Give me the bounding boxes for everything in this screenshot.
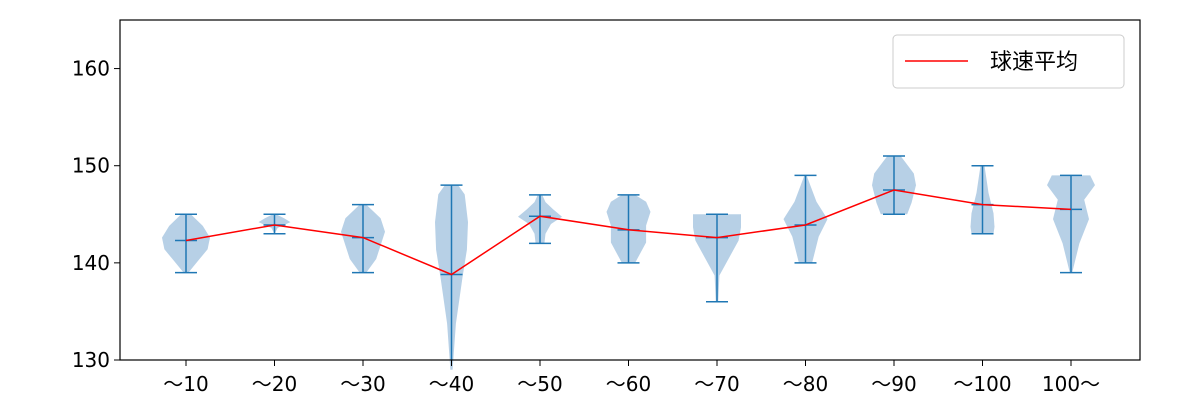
- y-tick-label: 150: [72, 154, 110, 178]
- x-tick-label: ～20: [252, 372, 297, 396]
- x-tick-label: ～50: [517, 372, 562, 396]
- x-axis: ～10 ～20 ～30 ～40 ～50 ～60 ～70 ～80 ～90 ～100 100～: [163, 360, 1100, 396]
- x-tick-label: ～70: [694, 372, 739, 396]
- x-tick-label: ～10: [163, 372, 208, 396]
- x-tick-label: ～60: [606, 372, 651, 396]
- x-tick-label: ～90: [871, 372, 916, 396]
- x-tick-label: 100～: [1042, 372, 1100, 396]
- x-tick-label: ～40: [429, 372, 474, 396]
- legend-box: [892, 34, 1125, 89]
- y-axis: 130 140 150 160: [72, 57, 120, 372]
- mean-speed-line: [185, 189, 1072, 276]
- x-tick-label: ～30: [340, 372, 385, 396]
- plot-frame: [119, 19, 1141, 361]
- legend: 球速平均: [892, 34, 1125, 89]
- y-tick-label: 160: [72, 57, 110, 81]
- y-tick-label: 130: [72, 348, 110, 372]
- legend-label: 球速平均: [990, 50, 1078, 75]
- y-tick-label: 140: [72, 251, 110, 275]
- x-tick-label: ～80: [783, 372, 828, 396]
- x-tick-label: ～100: [953, 372, 1011, 396]
